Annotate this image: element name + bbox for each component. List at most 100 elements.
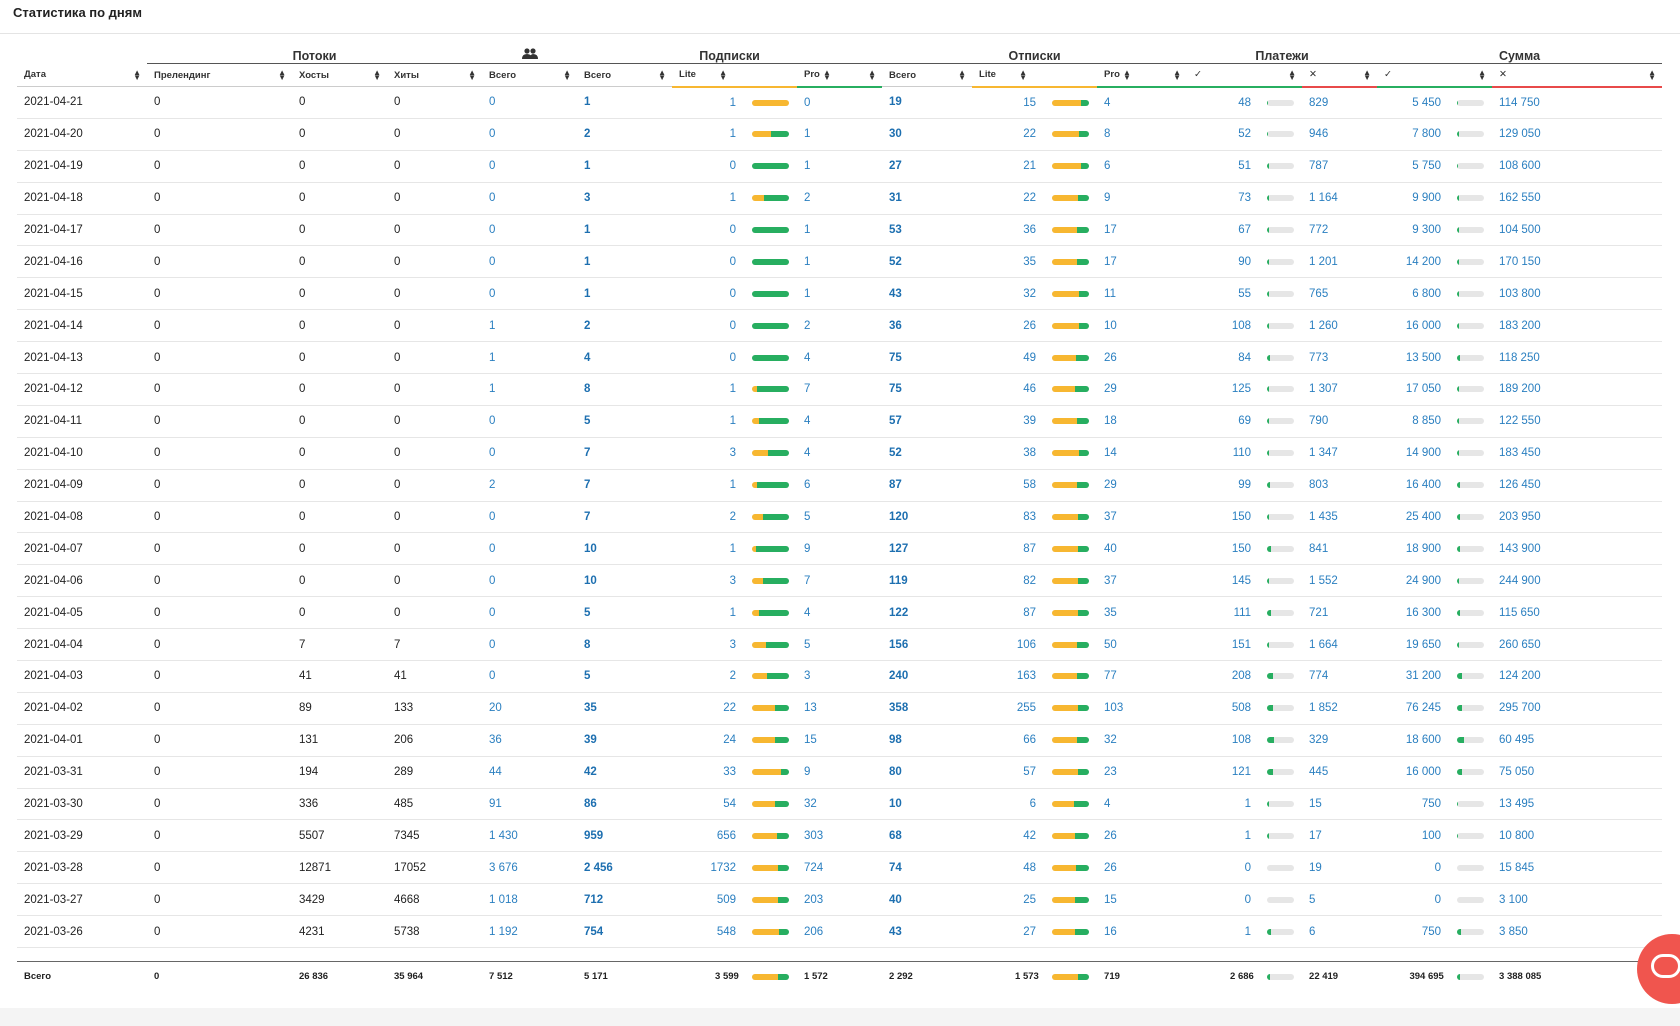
value[interactable]: 42 xyxy=(1023,829,1037,842)
sub-pro-cell[interactable]: 6 xyxy=(797,469,883,502)
col-uns-lite[interactable]: Lite ▲ ▼ xyxy=(972,63,1098,88)
uns-total-cell[interactable]: 98 xyxy=(882,724,973,757)
users-cell[interactable]: 1 xyxy=(482,309,578,343)
pay-ok-cell[interactable]: 208 xyxy=(1187,660,1303,693)
pay-fail-cell[interactable]: 17 xyxy=(1302,819,1378,853)
sub-lite-cell[interactable]: 0 xyxy=(672,277,798,311)
value[interactable]: 108 xyxy=(1231,734,1252,747)
uns-pro-cell[interactable]: 15 xyxy=(1097,883,1188,917)
uns-total-cell[interactable]: 75 xyxy=(882,341,973,375)
sum-ok-cell[interactable]: 18 900 xyxy=(1377,532,1493,566)
sum-fail-cell[interactable]: 295 700 xyxy=(1492,692,1663,725)
uns-pro-cell[interactable]: 16 xyxy=(1097,915,1188,949)
uns-pro-cell[interactable]: 18 xyxy=(1097,405,1188,438)
sort-icon[interactable]: ▲ ▼ xyxy=(868,68,877,82)
pay-fail-cell[interactable]: 774 xyxy=(1302,660,1378,693)
col-hits[interactable]: Хиты ▲ ▼ xyxy=(387,63,483,87)
sub-lite-cell[interactable]: 22 xyxy=(672,692,798,725)
pay-fail-cell[interactable]: 1 435 xyxy=(1302,501,1378,534)
value[interactable]: 750 xyxy=(1421,798,1442,811)
sub-total-cell[interactable]: 39 xyxy=(577,724,673,757)
sort-icon[interactable]: ▲ ▼ xyxy=(373,68,381,82)
sum-ok-cell[interactable]: 7 800 xyxy=(1377,118,1493,151)
value[interactable]: 0 xyxy=(729,287,737,300)
value[interactable]: 76 245 xyxy=(1405,702,1442,715)
sub-pro-cell[interactable]: 1 xyxy=(797,214,883,247)
value[interactable]: 14 900 xyxy=(1405,447,1442,460)
sum-fail-cell[interactable]: 129 050 xyxy=(1492,118,1663,151)
sub-total-cell[interactable]: 8 xyxy=(577,373,673,406)
col-hosts[interactable]: Хосты ▲ ▼ xyxy=(292,63,387,87)
value[interactable]: 0 xyxy=(1434,893,1442,906)
uns-total-cell[interactable]: 74 xyxy=(882,851,973,885)
sum-fail-cell[interactable]: 126 450 xyxy=(1492,469,1663,502)
uns-lite-cell[interactable]: 58 xyxy=(972,469,1098,502)
sum-fail-cell[interactable]: 3 100 xyxy=(1492,883,1663,917)
sub-pro-cell[interactable]: 203 xyxy=(797,883,883,917)
pay-ok-cell[interactable]: 51 xyxy=(1187,150,1303,183)
value[interactable]: 508 xyxy=(1231,702,1252,715)
value[interactable]: 750 xyxy=(1421,925,1442,938)
sum-fail-cell[interactable]: 170 150 xyxy=(1492,245,1663,279)
sum-fail-cell[interactable]: 118 250 xyxy=(1492,341,1663,375)
sub-pro-cell[interactable]: 32 xyxy=(797,788,883,821)
uns-pro-cell[interactable]: 17 xyxy=(1097,214,1188,247)
pay-ok-cell[interactable]: 121 xyxy=(1187,756,1303,789)
sub-total-cell[interactable]: 35 xyxy=(577,692,673,725)
sub-lite-cell[interactable]: 0 xyxy=(672,214,798,247)
uns-total-cell[interactable]: 10 xyxy=(882,788,973,821)
uns-pro-cell[interactable]: 17 xyxy=(1097,245,1188,279)
value[interactable]: 0 xyxy=(729,255,737,268)
sum-ok-cell[interactable]: 31 200 xyxy=(1377,660,1493,693)
value[interactable]: 55 xyxy=(1238,287,1252,300)
pay-ok-cell[interactable]: 55 xyxy=(1187,277,1303,311)
value[interactable]: 163 xyxy=(1016,670,1037,683)
uns-lite-cell[interactable]: 25 xyxy=(972,883,1098,917)
users-cell[interactable]: 0 xyxy=(482,150,578,183)
pay-ok-cell[interactable]: 52 xyxy=(1187,118,1303,151)
pay-fail-cell[interactable]: 1 852 xyxy=(1302,692,1378,725)
sum-fail-cell[interactable]: 104 500 xyxy=(1492,214,1663,247)
value[interactable]: 110 xyxy=(1232,447,1252,460)
value[interactable]: 48 xyxy=(1238,96,1252,109)
value[interactable]: 8 850 xyxy=(1412,415,1442,428)
uns-lite-cell[interactable]: 39 xyxy=(972,405,1098,438)
pay-fail-cell[interactable]: 772 xyxy=(1302,214,1378,247)
sort-icon[interactable]: ▲ ▼ xyxy=(278,68,286,82)
sub-pro-cell[interactable]: 2 xyxy=(797,182,883,215)
sum-ok-cell[interactable]: 5 750 xyxy=(1377,150,1493,183)
uns-lite-cell[interactable]: 83 xyxy=(972,501,1098,534)
value[interactable]: 38 xyxy=(1023,447,1037,460)
value[interactable]: 1 xyxy=(1244,798,1252,811)
value[interactable]: 21 xyxy=(1023,160,1037,173)
uns-lite-cell[interactable]: 106 xyxy=(972,628,1098,662)
value[interactable]: 87 xyxy=(1023,606,1037,619)
sort-icon[interactable]: ▲ ▼ xyxy=(468,68,477,82)
value[interactable]: 656 xyxy=(716,829,737,842)
value[interactable]: 5 750 xyxy=(1412,160,1442,173)
value[interactable]: 108 xyxy=(1231,319,1252,332)
value[interactable]: 0 xyxy=(729,160,737,173)
value[interactable]: 16 300 xyxy=(1405,606,1442,619)
value[interactable]: 58 xyxy=(1023,479,1037,492)
value[interactable]: 67 xyxy=(1238,224,1252,236)
sub-pro-cell[interactable]: 1 xyxy=(797,118,883,151)
value[interactable]: 151 xyxy=(1231,638,1252,651)
sum-ok-cell[interactable]: 25 400 xyxy=(1377,501,1493,534)
value[interactable]: 48 xyxy=(1023,861,1037,874)
value[interactable]: 36 xyxy=(1023,224,1037,236)
pay-ok-cell[interactable]: 0 xyxy=(1187,883,1303,917)
value[interactable]: 33 xyxy=(723,766,737,779)
uns-total-cell[interactable]: 119 xyxy=(882,564,973,598)
sub-pro-cell[interactable]: 15 xyxy=(797,724,883,757)
sum-fail-cell[interactable]: 114 750 xyxy=(1492,86,1663,119)
sub-pro-cell[interactable]: 7 xyxy=(797,373,883,406)
value[interactable]: 1 xyxy=(729,383,737,396)
value[interactable]: 0 xyxy=(729,351,737,364)
value[interactable]: 13 500 xyxy=(1405,351,1442,364)
value[interactable]: 26 xyxy=(1023,319,1037,332)
sub-total-cell[interactable]: 1 xyxy=(577,245,673,279)
uns-total-cell[interactable]: 36 xyxy=(882,309,973,343)
sub-total-cell[interactable]: 42 xyxy=(577,756,673,789)
sort-icon[interactable]: ▲ ▼ xyxy=(1123,68,1131,82)
